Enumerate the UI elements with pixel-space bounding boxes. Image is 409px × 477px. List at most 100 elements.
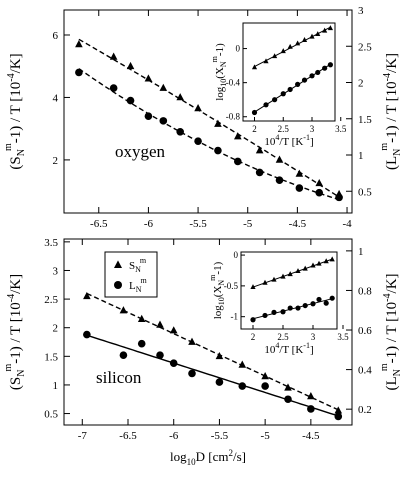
oxygen-main-ylabel-left-sub: N [16, 149, 27, 156]
inset-point-circle [271, 309, 277, 315]
silicon-main-point-circle [215, 378, 224, 386]
silicon-main-ylabel-left-sub: N [16, 370, 27, 377]
silicon-main-ylabel-left-sup: m [3, 364, 14, 372]
silicon-main-point-circle [156, 351, 164, 359]
inset-ylabel-tail: -1) [212, 261, 224, 274]
oxygen-main-point-circle [315, 188, 324, 197]
silicon-main-ylabel-right-base: (L [384, 376, 400, 390]
legend-label: SNm [129, 256, 147, 274]
inset-point-circle [329, 295, 335, 301]
inset-xlabel-sup: 4 [275, 133, 279, 142]
oxygen-main-point-triangle [255, 146, 264, 154]
silicon-main-point-triangle [238, 360, 247, 368]
oxygen-main-point-triangle [275, 155, 284, 163]
x-tick-label: -6 [144, 218, 154, 230]
oxygen-main-point-triangle [75, 39, 83, 48]
inset-point-circle [310, 301, 316, 307]
x-axis-label-base: log [170, 449, 187, 464]
legend-marker-triangle [114, 260, 122, 268]
inset-x-tick-label: 2 [252, 124, 257, 134]
y-left-tick-label: 3 [53, 265, 59, 277]
oxygen-main-point-triangle [144, 74, 153, 82]
inset-point-triangle [322, 27, 328, 33]
silicon-main-point-circle [334, 412, 343, 421]
oxygen-main-point-circle [255, 168, 264, 177]
x-tick-label: -4 [342, 218, 352, 230]
x-tick-label: -6.5 [119, 430, 137, 442]
legend-label-sup: m [140, 256, 147, 265]
oxygen-main-ylabel-left-rest: -1) / T [10 [8, 82, 24, 144]
oxygen-main-point-triangle [109, 52, 118, 60]
y-left-tick-label: 3.5 [44, 237, 58, 249]
silicon-main-point-circle [307, 405, 315, 413]
inset-x-tick-label: 2.5 [278, 124, 290, 134]
inset-xlabel-sup: 4 [275, 341, 279, 350]
y-right-tick-label: 0.5 [358, 186, 372, 198]
inset-point-triangle [316, 260, 322, 266]
inset-point-triangle [271, 276, 277, 282]
oxygen-main-ylabel-right-rest: -1) / T [10 [384, 81, 400, 143]
silicon-main-point-triangle [334, 406, 343, 414]
inset-xlabel-tail: ] [310, 344, 314, 356]
inset-ylabel-rest: (X [212, 286, 224, 298]
inset-ylabel-sub: 10 [219, 79, 228, 87]
inset-ylabel: log10(XNm-1) [208, 261, 226, 319]
oxygen-main-point-circle [144, 112, 153, 120]
oxygen-main-point-triangle [214, 119, 222, 127]
inset-point-circle [322, 65, 328, 71]
inset-point-triangle [302, 265, 308, 271]
silicon-main-point-circle [238, 382, 247, 390]
oxygen-main-point-circle [159, 117, 168, 125]
inset-point-circle [287, 86, 293, 93]
legend-label-sub: N [136, 285, 142, 294]
inset-point-circle [280, 309, 286, 315]
inset-xlabel-rest: /T [K [279, 136, 303, 148]
oxygen-main-point-circle [214, 146, 222, 155]
inset-point-triangle [272, 53, 278, 59]
oxygen-main-ylabel-right: (LNm-1) / T [10-4/K] [379, 53, 403, 170]
y-left-tick-label: 4 [53, 92, 59, 104]
oxygen-main-point-circle [194, 137, 202, 145]
oxygen-main-frame [63, 9, 353, 214]
y-right-tick-label: 1 [358, 150, 364, 162]
silicon-main-point-circle [284, 395, 292, 404]
inset-point-triangle [315, 31, 321, 37]
oxygen-main-point-triangle [295, 169, 304, 177]
inset-point-triangle [280, 48, 286, 54]
oxygen-main-ylabel-left-base: (S [8, 156, 24, 169]
oxygen-main-point-triangle [315, 178, 324, 187]
inset-xlabel-sup2: -1 [303, 341, 310, 350]
legend-label-sup: m [141, 276, 148, 285]
oxygen-main-fit-line-0 [78, 38, 340, 198]
silicon-main-point-circle [119, 351, 128, 359]
inset-point-triangle [295, 268, 301, 274]
oxygen-main-panel: -6.5 -6 -5.5 -5 -4.5 -4 2 4 6 0.5 1 1.5 2 2.5 3 oxygen 2… [53, 5, 373, 230]
silicon-main-point-triangle [169, 326, 178, 334]
silicon-main-fit-line-1 [86, 334, 339, 417]
silicon-main-point-triangle [83, 291, 91, 300]
inset-point-triangle [280, 273, 286, 279]
legend-box [104, 251, 158, 298]
oxygen-main-point-circle [109, 84, 118, 92]
inset-x-tick-label: 2.5 [277, 332, 289, 342]
inset-point-triangle [309, 33, 315, 39]
x-tick-label: -5 [261, 430, 271, 442]
inset-x-tick-label: 3.5 [335, 124, 347, 134]
y-right-tick-label: 2.5 [358, 41, 372, 53]
inset-point-circle [315, 69, 321, 76]
inset-x-tick-label: 3 [311, 332, 316, 342]
inset-point-circle [302, 302, 308, 309]
inset-point-circle [327, 62, 333, 68]
silicon-main-point-triangle [137, 314, 146, 322]
y-right-tick-label: 0.4 [358, 365, 372, 377]
inset-point-triangle [327, 25, 333, 31]
inset-y-tick-label: 0 [234, 250, 239, 260]
y-left-tick-label: 6 [53, 30, 59, 42]
silicon-main-point-circle [83, 330, 91, 339]
inset-point-triangle [287, 271, 293, 277]
silicon-main-ylabel-right-exp: -4 [382, 293, 393, 301]
inset-xlabel: 104/T [K-1] [264, 341, 313, 356]
oxygen-main-ylabel-left-exp: -4 [6, 73, 17, 81]
inset-point-circle [251, 109, 258, 116]
